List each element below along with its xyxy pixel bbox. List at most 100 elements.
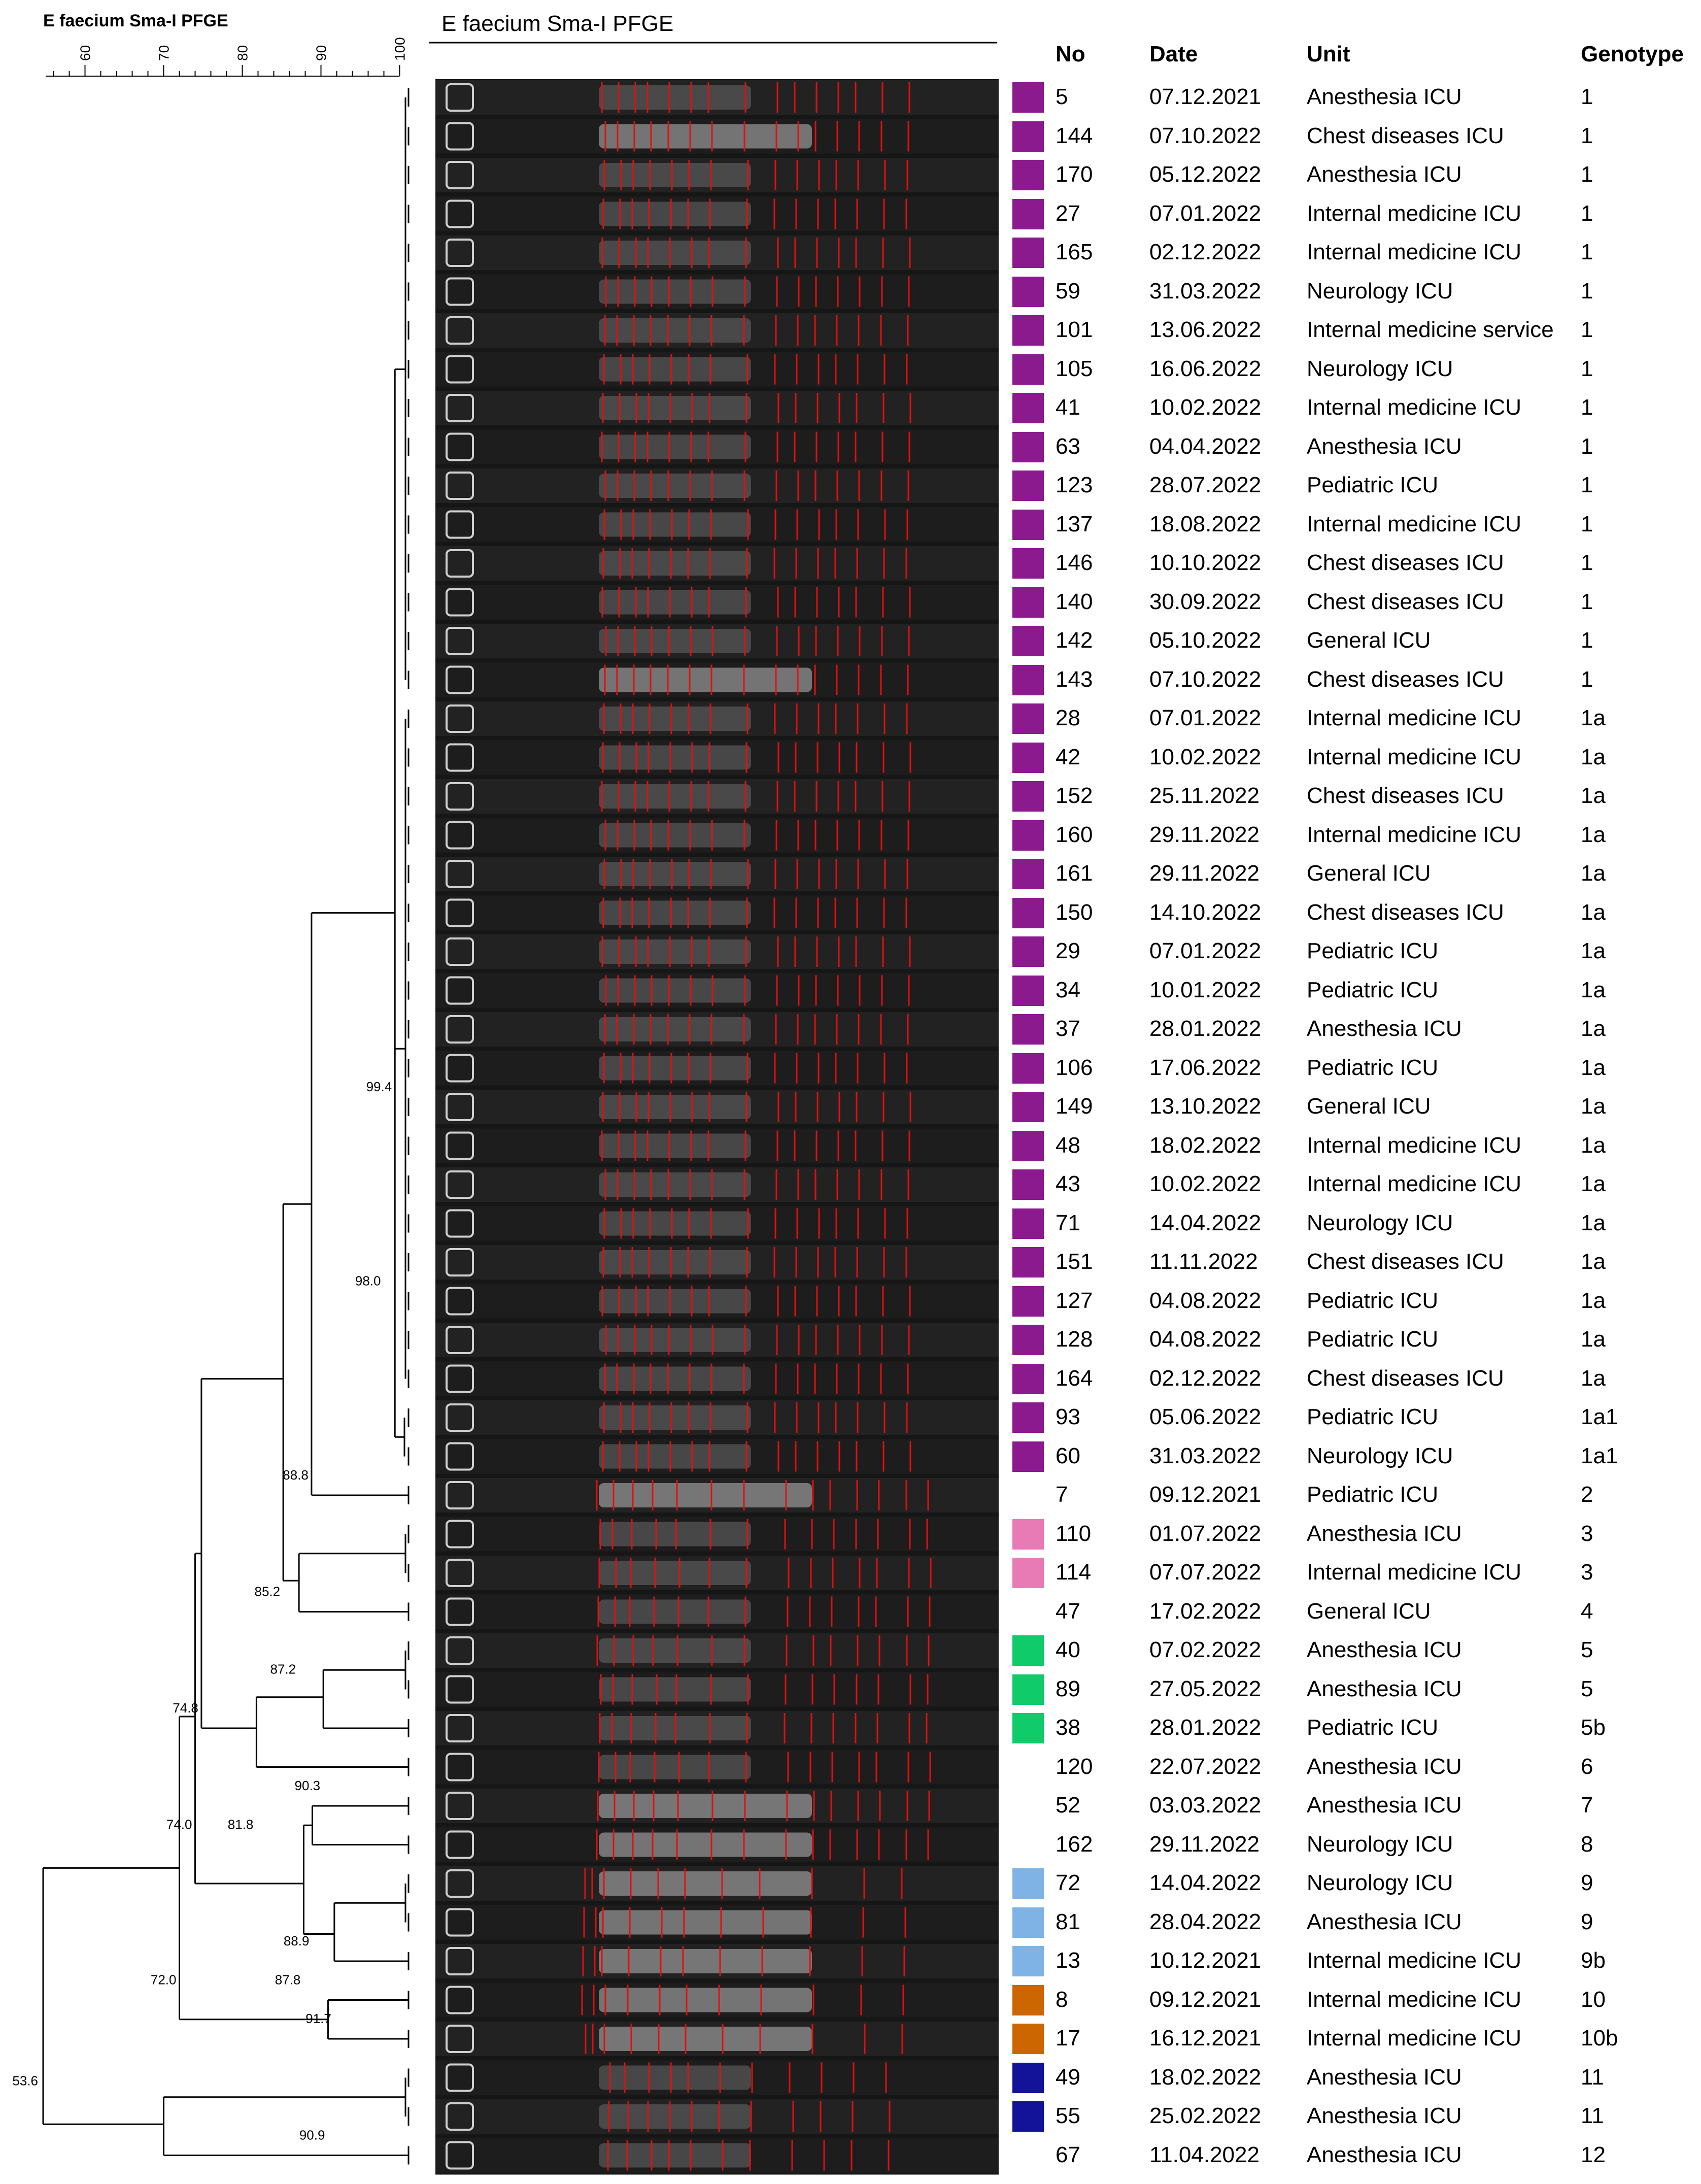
- node-similarity-label: 88.8: [283, 1467, 309, 1483]
- table-row: 151 11.11.2022 Chest diseases ICU 1a: [0, 1243, 1701, 1282]
- hospital-unit: Pediatric ICU: [1307, 977, 1439, 1002]
- isolation-date: 25.11.2022: [1149, 783, 1260, 808]
- genotype-label: 1: [1581, 395, 1593, 420]
- genotype-label: 2: [1581, 1482, 1593, 1507]
- gel-lane: [435, 236, 999, 270]
- isolation-date: 07.01.2022: [1149, 705, 1262, 730]
- isolate-number: 72: [1056, 1870, 1080, 1895]
- gel-lane: [435, 1750, 999, 1785]
- hospital-unit: Anesthesia ICU: [1307, 162, 1462, 187]
- lane-smear: [599, 474, 751, 498]
- lane-smear: [599, 590, 751, 615]
- genotype-color-swatch: [1012, 626, 1044, 656]
- node-similarity-label: 53.6: [12, 2073, 38, 2088]
- table-row: 144 07.10.2022 Chest diseases ICU 1: [0, 117, 1701, 156]
- loading-well: [446, 1481, 474, 1509]
- hospital-unit: Internal medicine ICU: [1307, 1560, 1522, 1585]
- isolate-number: 42: [1056, 744, 1080, 769]
- genotype-color-swatch: [1012, 703, 1044, 734]
- gel-lane: [435, 585, 999, 620]
- loading-well: [446, 588, 474, 617]
- genotype-label: 8: [1581, 1831, 1593, 1857]
- genotype-label: 9: [1581, 1909, 1593, 1934]
- isolate-number: 34: [1056, 977, 1080, 1002]
- hospital-unit: Neurology ICU: [1307, 1831, 1453, 1857]
- genotype-label: 1a: [1581, 1365, 1606, 1391]
- isolate-number: 47: [1056, 1598, 1080, 1624]
- genotype-color-swatch: [1012, 1674, 1044, 1705]
- loading-well: [446, 860, 474, 888]
- genotype-label: 5b: [1581, 1715, 1606, 1740]
- table-row: 146 10.10.2022 Chest diseases ICU 1: [0, 544, 1701, 583]
- gel-lane: [435, 1944, 999, 1978]
- node-similarity-label: 74.8: [173, 1700, 198, 1716]
- table-row: 137 18.08.2022 Internal medicine ICU 1: [0, 506, 1701, 544]
- isolate-number: 49: [1056, 2064, 1080, 2090]
- genotype-color-swatch: [1012, 1169, 1044, 1200]
- gel-lane: [435, 507, 999, 542]
- genotype-label: 1: [1581, 84, 1593, 109]
- isolation-date: 18.08.2022: [1149, 511, 1262, 536]
- hospital-unit: Anesthesia ICU: [1307, 2103, 1462, 2128]
- gel-lane: [435, 1284, 999, 1319]
- gel-lane: [435, 624, 999, 658]
- isolation-date: 17.02.2022: [1149, 1598, 1262, 1624]
- genotype-label: 1: [1581, 123, 1593, 148]
- table-row: 81 28.04.2022 Anesthesia ICU 9: [0, 1903, 1701, 1942]
- table-row: 143 07.10.2022 Chest diseases ICU 1: [0, 661, 1701, 699]
- isolate-number: 149: [1056, 1094, 1093, 1119]
- genotype-color-swatch: [1012, 1014, 1044, 1045]
- loading-well: [446, 1131, 474, 1160]
- table-row: 165 02.12.2022 Internal medicine ICU 1: [0, 233, 1701, 272]
- gel-lane: [435, 196, 999, 231]
- isolation-date: 28.07.2022: [1149, 473, 1262, 497]
- isolate-number: 71: [1056, 1210, 1080, 1235]
- genotype-color-swatch: [1012, 975, 1044, 1006]
- genotype-color-swatch: [1012, 2062, 1044, 2093]
- genotype-color-swatch: [1012, 1092, 1044, 1122]
- table-row: 43 10.02.2022 Internal medicine ICU 1a: [0, 1165, 1701, 1204]
- table-row: 52 03.03.2022 Anesthesia ICU 7: [0, 1787, 1701, 1825]
- loading-well: [446, 1015, 474, 1044]
- lane-smear: [599, 163, 751, 187]
- genotype-color-swatch: [1012, 820, 1044, 851]
- isolate-number: 162: [1056, 1831, 1093, 1857]
- similarity-scale: 60 70 80 90 100: [46, 37, 408, 77]
- loading-well: [446, 549, 474, 578]
- scale-tick-label: 90: [314, 45, 329, 61]
- node-similarity-label: 85.2: [254, 1584, 280, 1599]
- hospital-unit: Pediatric ICU: [1307, 1404, 1439, 1429]
- genotype-color-swatch: [1012, 1130, 1044, 1161]
- isolate-number: 160: [1056, 822, 1093, 847]
- gel-title: E faecium Sma-I PFGE: [441, 11, 674, 36]
- isolation-date: 14.04.2022: [1149, 1870, 1262, 1895]
- genotype-color-swatch: [1012, 1247, 1044, 1278]
- isolation-date: 09.12.2021: [1149, 1482, 1262, 1507]
- node-similarity-label: 88.9: [284, 1933, 310, 1948]
- isolate-number: 127: [1056, 1288, 1093, 1313]
- genotype-label: 1a: [1581, 1055, 1606, 1080]
- isolation-date: 16.06.2022: [1149, 356, 1262, 381]
- hospital-unit: Internal medicine ICU: [1307, 240, 1522, 264]
- node-similarity-label: 87.2: [270, 1662, 296, 1677]
- genotype-color-swatch: [1012, 1363, 1044, 1394]
- isolate-number: 142: [1056, 628, 1093, 653]
- hospital-unit: Neurology ICU: [1307, 356, 1453, 381]
- isolation-date: 07.10.2022: [1149, 666, 1262, 692]
- table-row: 42 10.02.2022 Internal medicine ICU 1a: [0, 738, 1701, 777]
- hospital-unit: Anesthesia ICU: [1307, 1909, 1462, 1934]
- hospital-unit: Pediatric ICU: [1307, 473, 1439, 497]
- isolation-date: 22.07.2022: [1149, 1754, 1262, 1779]
- isolation-date: 13.10.2022: [1149, 1094, 1262, 1119]
- table-row: 149 13.10.2022 General ICU 1a: [0, 1088, 1701, 1126]
- isolation-date: 07.10.2022: [1149, 123, 1262, 148]
- loading-well: [446, 316, 474, 345]
- isolate-number: 105: [1056, 356, 1093, 381]
- hospital-unit: Internal medicine ICU: [1307, 1948, 1522, 1973]
- genotype-color-swatch: [1012, 509, 1044, 540]
- isolate-number: 67: [1056, 2142, 1080, 2167]
- genotype-label: 6: [1581, 1754, 1593, 1779]
- table-row: 170 05.12.2022 Anesthesia ICU 1: [0, 156, 1701, 194]
- isolate-number: 8: [1056, 1987, 1068, 2012]
- genotype-label: 11: [1581, 2064, 1604, 2090]
